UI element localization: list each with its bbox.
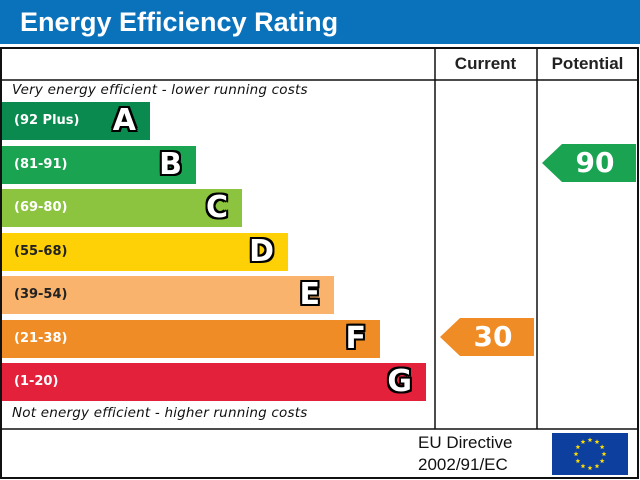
eu-star <box>594 463 600 469</box>
band-range-label: (92 Plus) <box>14 113 80 128</box>
band-e: (39-54) E <box>2 276 334 314</box>
column-header-current: Current <box>454 54 517 73</box>
band-range-label: (69-80) <box>14 200 68 215</box>
potential-rating-arrow: 90 <box>542 143 636 182</box>
current-rating-arrow: 30 <box>440 317 534 356</box>
eu-star <box>599 458 605 464</box>
eu-directive-line2: 2002/91/EC <box>418 455 508 474</box>
band-range-label: (1-20) <box>14 374 59 389</box>
eu-star <box>573 451 579 457</box>
header-bar: Energy Efficiency Rating <box>0 0 640 44</box>
band-letter: G <box>387 364 412 399</box>
band-letter: C <box>205 190 228 225</box>
band-g: (1-20) G <box>2 363 426 401</box>
eu-flag-icon <box>552 433 628 475</box>
eu-star <box>575 458 581 464</box>
arrow-body <box>542 143 636 182</box>
band-range-label: (81-91) <box>14 156 68 172</box>
band-letter: A <box>112 103 136 138</box>
band-c: (69-80) C <box>2 189 242 227</box>
eu-directive-line1: EU Directive <box>418 433 513 452</box>
band-letter: F <box>345 320 367 356</box>
band-letter: B <box>159 146 182 182</box>
arrow-body <box>440 317 534 356</box>
band-range-label: (21-38) <box>14 330 68 346</box>
column-header-potential: Potential <box>551 54 624 73</box>
eu-star <box>594 439 600 444</box>
potential-arrow-shape <box>542 143 636 182</box>
current-arrow-shape <box>440 317 534 356</box>
potential-rating-value: 90 <box>575 145 615 179</box>
band-f: (21-38) F <box>2 319 380 358</box>
eu-star <box>599 444 605 450</box>
chart-title: Energy Efficiency Rating <box>20 7 339 37</box>
band-range-label: (55-68) <box>14 243 68 259</box>
note-inefficient: Not energy efficient - higher running co… <box>12 405 308 421</box>
band-d: (55-68) D <box>2 232 288 271</box>
band-b: (81-91) B <box>2 145 196 184</box>
eu-star <box>575 444 581 450</box>
eu-star <box>587 465 593 471</box>
eu-star <box>580 463 586 469</box>
band-letter: D <box>249 233 274 269</box>
outer-border <box>0 47 639 479</box>
current-rating-value: 30 <box>473 319 513 353</box>
band-letter: E <box>299 277 321 312</box>
eu-star <box>587 437 593 443</box>
band-range-label: (39-54) <box>14 287 68 302</box>
note-efficient: Very energy efficient - lower running co… <box>12 82 308 98</box>
band-a: (92 Plus) A <box>2 102 150 140</box>
eu-directive-label: EU Directive 2002/91/EC <box>418 432 544 476</box>
eu-star <box>601 451 607 457</box>
eu-star <box>580 439 586 444</box>
